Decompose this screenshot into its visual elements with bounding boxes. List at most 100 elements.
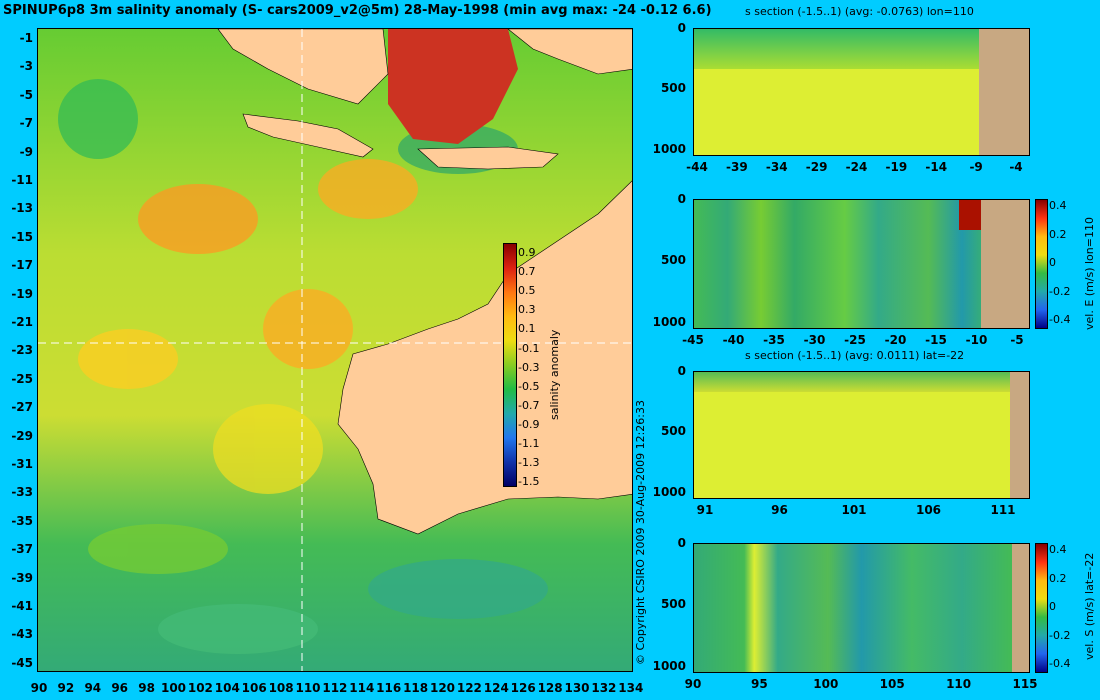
- panel-1-plot[interactable]: [693, 28, 1030, 156]
- panel-3-x-label: 91: [696, 503, 714, 517]
- panel-1-x-label: -29: [805, 160, 828, 174]
- panel-2-x-label: -20: [884, 333, 907, 347]
- panel-3-y-label: 1000: [652, 485, 686, 499]
- panel-4-x-label: 115: [1012, 677, 1038, 691]
- map-colorbar-label: salinity anomaly: [548, 329, 561, 420]
- lon-label: 108: [268, 681, 294, 695]
- map-colorbar-tick: -0.1: [518, 341, 540, 355]
- panel-2-y-label: 0: [677, 192, 686, 206]
- panel-1-x-label: -34: [765, 160, 788, 174]
- panel-1-x-label: -9: [969, 160, 983, 174]
- panel-3-plot[interactable]: [693, 371, 1030, 499]
- lon-label: 98: [138, 681, 155, 695]
- panel-4-y-label: 500: [660, 597, 686, 612]
- lat-label: -3: [19, 59, 33, 74]
- lon-label: 116: [376, 681, 402, 695]
- sumatra-land: [217, 29, 389, 105]
- panel-4-colorbar: [1035, 543, 1048, 673]
- map-colorbar-tick: -0.9: [518, 417, 540, 431]
- lon-label: 102: [187, 681, 213, 695]
- map-colorbar: [503, 243, 517, 487]
- panel-2-colorbar-tick: 0.4: [1049, 199, 1067, 212]
- panel-3-x-label: 106: [915, 503, 942, 517]
- lat-label: -15: [11, 229, 33, 244]
- salinity-map-svg: [38, 29, 632, 671]
- lat-label: -41: [11, 599, 33, 613]
- map-colorbar-tick: -1.1: [518, 437, 540, 450]
- panel-4-plot[interactable]: [693, 543, 1030, 673]
- lat-label: -17: [11, 258, 33, 273]
- lat-label: -27: [11, 400, 33, 415]
- panel-1-title: s section (-1.5..1) (avg: -0.0763) lon=1…: [745, 5, 974, 18]
- map-colorbar-tick: 0.3: [518, 303, 536, 317]
- panel-3-x-label: 111: [990, 503, 1016, 517]
- panel-1-y-label: 500: [660, 81, 686, 96]
- lon-label: 122: [456, 681, 482, 695]
- lat-label: -9: [19, 144, 33, 159]
- panel-2-colorbar-tick: -0.2: [1049, 284, 1071, 298]
- panel-4-x-label: 90: [684, 677, 702, 691]
- panel-2-x-label: -5: [1010, 333, 1024, 347]
- panel-4-colorbar-tick: -0.4: [1049, 657, 1071, 670]
- panel-2-plot[interactable]: [693, 199, 1030, 329]
- panel-2-x-label: -45: [682, 333, 704, 347]
- map-plot[interactable]: [37, 28, 633, 672]
- lat-label: -43: [11, 627, 33, 642]
- panel-2-y-label: 1000: [652, 315, 686, 329]
- lat-label: -35: [11, 513, 33, 528]
- panel-4-colorbar-tick: 0: [1049, 600, 1056, 613]
- lon-label: 96: [111, 681, 129, 695]
- lon-label: 104: [214, 681, 240, 695]
- lon-label: 94: [84, 681, 102, 695]
- panel-1-x-label: -4: [1009, 160, 1023, 174]
- map-colorbar-tick: 0.7: [518, 265, 536, 279]
- panel-2-colorbar-tick: 0: [1049, 256, 1056, 269]
- map-title: SPINUP6p8 3m salinity anomaly (S- cars20…: [3, 3, 712, 18]
- lon-label: 114: [349, 681, 375, 695]
- lat-label: -11: [11, 173, 33, 187]
- panel-2-land: [981, 200, 1029, 328]
- panel-4-y-label: 0: [677, 536, 686, 550]
- panel-1-surface-layer: [694, 29, 984, 69]
- panel-4-x-label: 100: [813, 677, 839, 691]
- lon-label: 100: [160, 681, 187, 695]
- lat-label: -33: [11, 485, 33, 500]
- lat-label: -5: [19, 87, 33, 102]
- map-colorbar-tick: 0.1: [518, 322, 536, 336]
- panel-2-x-label: -40: [722, 333, 745, 347]
- lat-label: -29: [11, 428, 33, 443]
- map-colorbar-tick: -0.5: [518, 379, 540, 393]
- panel-1-x-label: -39: [726, 160, 748, 174]
- lat-label: -21: [11, 315, 33, 329]
- panel-4-colorbar-tick: 0.4: [1049, 543, 1067, 556]
- sulawesi-land: [507, 29, 632, 75]
- australia-land: [337, 180, 632, 535]
- panel-2-y-label: 500: [660, 253, 686, 268]
- lon-label: 130: [564, 681, 590, 695]
- lat-label: -39: [11, 570, 33, 585]
- lon-label: 124: [483, 681, 509, 695]
- lon-label: 118: [403, 681, 429, 695]
- panel-2-jet: [959, 200, 981, 230]
- panel-1-x-label: -44: [686, 160, 708, 174]
- map-colorbar-tick: -1.5: [518, 475, 540, 489]
- panel-1-y-label: 1000: [652, 142, 686, 156]
- map-colorbar-tick: 0.5: [518, 284, 536, 298]
- panel-4-land: [1012, 544, 1029, 672]
- panel-2-x-label: -25: [844, 333, 866, 347]
- panel-2-x-label: -15: [925, 333, 947, 347]
- lon-label: 110: [295, 681, 321, 695]
- panel-1-x-label: -19: [885, 160, 908, 174]
- panel-2-x-label: -30: [803, 333, 826, 347]
- lon-label: 120: [429, 681, 456, 695]
- panel-1-y-label: 0: [677, 21, 686, 35]
- panel-4-y-label: 1000: [652, 659, 686, 673]
- panel-2-colorbar: [1035, 199, 1048, 329]
- panel-4-colorbar-tick: 0.2: [1049, 571, 1067, 585]
- panel-3-land: [1010, 372, 1029, 498]
- lon-label: 126: [510, 681, 536, 695]
- panel-1-x-label: -24: [845, 160, 868, 174]
- land: [217, 29, 632, 535]
- map-colorbar-tick: -0.7: [518, 398, 540, 412]
- panel-2-x-label: -35: [763, 333, 785, 347]
